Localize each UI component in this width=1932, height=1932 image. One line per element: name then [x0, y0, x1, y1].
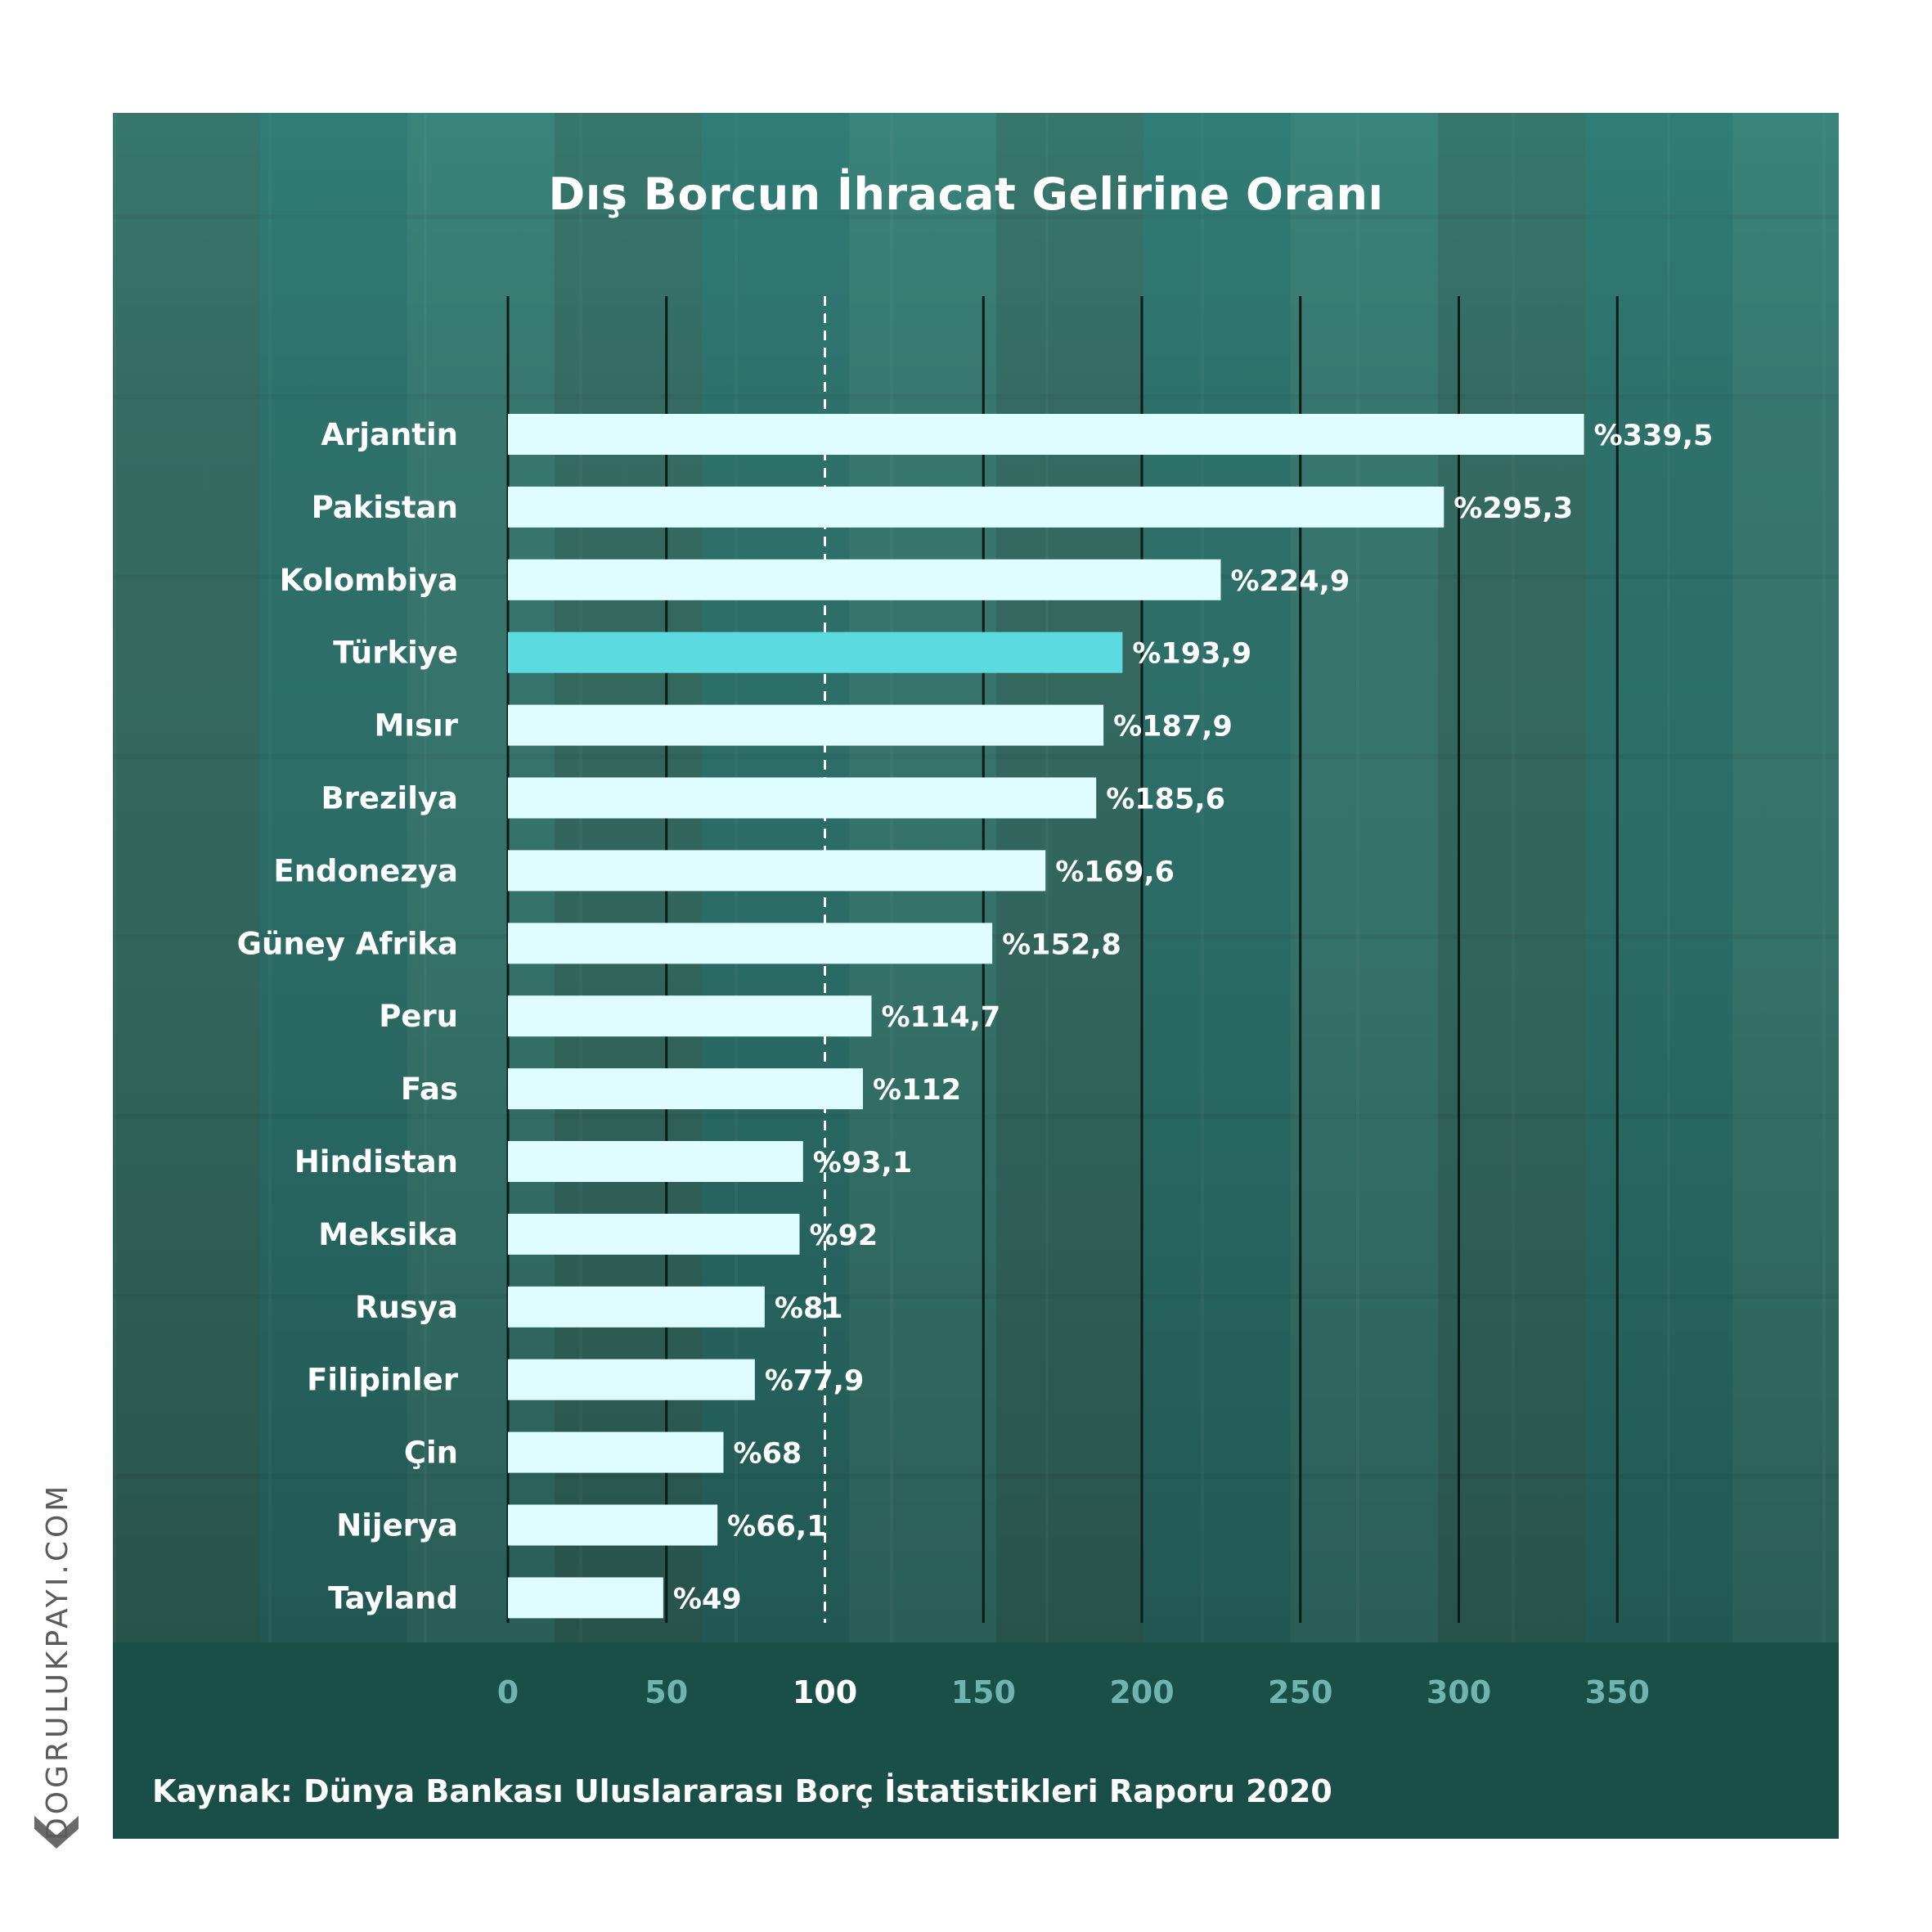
bar-mısır — [508, 704, 1104, 746]
source-note: Kaynak: Dünya Bankası Uluslararası Borç … — [152, 1773, 1332, 1809]
value-label: %92 — [810, 1220, 878, 1252]
labels: 0 50 100 150 200 250 300 350 Arjantin %339,5 Pakis… — [237, 417, 1714, 1710]
background-texture — [113, 113, 1839, 1839]
value-label: %295,3 — [1453, 492, 1573, 525]
x-tick-label: 150 — [951, 1674, 1016, 1710]
value-label: %93,1 — [813, 1147, 912, 1179]
brand-logo-icon — [34, 1816, 79, 1849]
category-label: Arjantin — [321, 417, 458, 452]
category-label: Pakistan — [312, 490, 458, 525]
bar-rusya — [508, 1286, 765, 1328]
value-label: %339,5 — [1594, 420, 1714, 452]
bar-filipinler — [508, 1359, 755, 1400]
value-label: %49 — [673, 1583, 742, 1615]
value-label: %224,9 — [1230, 565, 1350, 598]
x-tick-label: 300 — [1427, 1674, 1491, 1710]
category-label: Brezilya — [321, 781, 458, 816]
category-label: Meksika — [318, 1217, 458, 1252]
bar-nijerya — [508, 1504, 718, 1546]
bar-türkiye — [508, 631, 1123, 673]
bars — [508, 414, 1584, 1619]
bar-fas — [508, 1068, 863, 1110]
x-tick-label: 50 — [645, 1674, 688, 1710]
bar-çin — [508, 1431, 724, 1473]
background-bottom-band — [113, 1642, 1839, 1839]
category-label: Hindistan — [294, 1144, 458, 1179]
chart-title: Dış Borcun İhracat Gelirine Oranı — [548, 168, 1384, 220]
category-label: Peru — [379, 999, 458, 1034]
category-label: Rusya — [355, 1290, 458, 1325]
category-label: Türkiye — [333, 636, 458, 671]
category-label: Nijerya — [336, 1508, 458, 1543]
category-label: Endonezya — [273, 853, 458, 888]
bar-tayland — [508, 1577, 663, 1619]
bar-hindistan — [508, 1141, 803, 1182]
value-label: %187,9 — [1113, 711, 1233, 744]
value-label: %112 — [873, 1074, 961, 1107]
category-label: Filipinler — [307, 1363, 459, 1398]
bar-peru — [508, 995, 872, 1037]
brand-watermark: DOGRULUKPAYI.COM — [41, 1482, 74, 1840]
category-label: Kolombiya — [280, 563, 458, 598]
chart-background — [113, 113, 1839, 1839]
value-label: %77,9 — [765, 1365, 864, 1398]
value-label: %114,7 — [881, 1001, 1000, 1034]
category-label: Mısır — [375, 708, 459, 744]
value-label: %185,6 — [1106, 784, 1225, 816]
x-tick-label: 250 — [1268, 1674, 1332, 1710]
value-label: %193,9 — [1132, 638, 1251, 671]
category-label: Fas — [401, 1072, 458, 1107]
value-label: %169,6 — [1055, 856, 1175, 888]
bar-kolombiya — [508, 559, 1221, 600]
x-tick-label: 0 — [497, 1674, 519, 1710]
bar-brezilya — [508, 777, 1097, 819]
value-label: %81 — [775, 1292, 843, 1325]
bar-güney-afrika — [508, 923, 993, 964]
bar-endonezya — [508, 850, 1046, 892]
bar-meksika — [508, 1213, 800, 1255]
category-label: Güney Afrika — [237, 926, 458, 961]
value-label: %66,1 — [727, 1511, 826, 1543]
value-label: %152,8 — [1002, 928, 1121, 961]
category-label: Çin — [404, 1436, 458, 1471]
x-tick-label: 100 — [793, 1674, 857, 1710]
x-tick-label: 200 — [1109, 1674, 1174, 1710]
x-tick-label: 350 — [1585, 1674, 1650, 1710]
category-label: Tayland — [328, 1580, 458, 1615]
bar-pakistan — [508, 486, 1445, 528]
bar-arjantin — [508, 414, 1584, 455]
value-label: %68 — [734, 1438, 802, 1471]
